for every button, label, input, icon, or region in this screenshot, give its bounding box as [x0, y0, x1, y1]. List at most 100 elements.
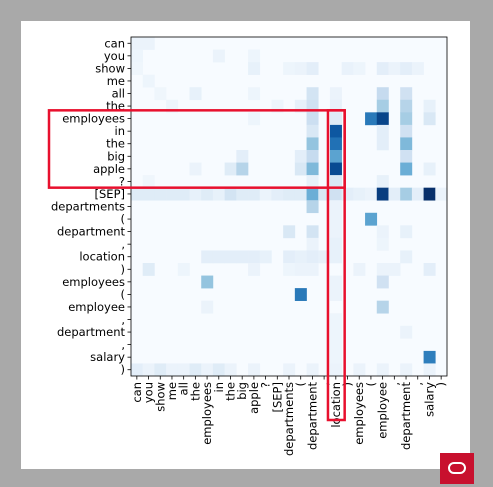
heatmap-cell: [376, 124, 389, 138]
heatmap-cell: [376, 275, 389, 289]
heatmap-cell: [365, 187, 378, 201]
heatmap-cell: [329, 363, 342, 377]
heatmap-cell: [329, 325, 342, 339]
heatmap-cell: [329, 237, 342, 251]
heatmap-cell: [154, 363, 167, 377]
heatmap-cell: [423, 187, 436, 201]
heatmap-cell: [131, 37, 143, 50]
heatmap-cell: [376, 62, 389, 75]
heatmap-cell: [423, 112, 436, 126]
heatmap-cell: [294, 187, 307, 201]
heatmap-cell: [329, 175, 342, 188]
y-tick-label: employee: [68, 300, 125, 314]
x-tick-label: you: [142, 382, 156, 403]
heatmap-cell: [283, 187, 296, 201]
heatmap-cell: [306, 175, 319, 188]
x-tick-label: big: [235, 382, 249, 400]
heatmap-cell: [376, 263, 389, 276]
heatmap-cell: [306, 124, 319, 138]
y-tick-label: ,: [121, 338, 125, 352]
heatmap-cell: [376, 99, 389, 113]
x-tick-label: location: [329, 382, 343, 428]
heatmap-cell: [283, 263, 296, 276]
y-tick-label: show: [95, 61, 125, 75]
heatmap-cell: [329, 112, 342, 126]
x-tick-label: employees: [352, 382, 366, 445]
heatmap-cell: [259, 187, 272, 201]
heatmap-cell: [142, 74, 155, 88]
heatmap-cell: [306, 263, 319, 276]
y-tick-label: department: [57, 225, 126, 239]
heatmap-cell: [189, 87, 202, 101]
heatmap-cell: [365, 112, 378, 126]
heatmap-cell: [400, 363, 413, 377]
heatmap-cell: [283, 62, 296, 75]
heatmap-cell: [329, 162, 342, 176]
heatmap-cell: [365, 212, 378, 226]
heatmap-cell: [142, 363, 155, 377]
heatmap-cell: [400, 124, 413, 138]
heatmap-cell: [283, 225, 296, 239]
heatmap-cell: [306, 162, 319, 176]
heatmap-cell: [329, 150, 342, 163]
x-tick-label: apple: [247, 382, 261, 414]
heatmap-cell: [201, 275, 214, 289]
y-tick-label: ): [121, 363, 126, 377]
x-tick-label: ?: [259, 382, 273, 388]
heatmap-background: [131, 37, 447, 376]
y-tick-label: apple: [93, 162, 125, 176]
x-tick-label: departments: [282, 382, 296, 456]
heatmap-cell: [329, 200, 342, 214]
x-tick-label: in: [212, 382, 226, 392]
y-tick-label: departments: [51, 200, 125, 214]
y-tick-label: all: [112, 87, 125, 101]
heatmap-cell: [248, 62, 261, 75]
heatmap-cell: [259, 250, 272, 264]
y-tick-label: ,: [121, 313, 125, 327]
heatmap-cell: [294, 250, 307, 264]
heatmap-cell: [294, 150, 307, 163]
oracle-logo-badge: [440, 453, 474, 484]
oracle-logo-icon: [448, 462, 466, 474]
heatmap-cell: [294, 288, 307, 301]
heatmap-cell: [400, 62, 413, 75]
y-tick-label: me: [107, 74, 125, 88]
y-tick-label: department: [57, 325, 126, 339]
heatmap-cell: [376, 112, 389, 126]
heatmap-cell: [166, 363, 179, 377]
heatmap-cell: [423, 162, 436, 176]
heatmap-cell: [294, 263, 307, 276]
x-tick-label: [SEP]: [270, 382, 284, 412]
heatmap-cell: [423, 350, 436, 364]
heatmap-cell: [212, 49, 225, 63]
heatmap-cell: [236, 162, 249, 176]
heatmap-cell: [212, 187, 225, 201]
heatmap-cell: [201, 300, 214, 314]
heatmap-cell: [329, 212, 342, 226]
heatmap-cell: [400, 225, 413, 239]
heatmap-cell: [131, 62, 143, 75]
heatmap-cell: [224, 363, 237, 377]
heatmap-cell: [329, 313, 342, 327]
y-tick-label: the: [106, 137, 125, 151]
y-tick-label: salary: [90, 350, 125, 364]
heatmap-cell: [329, 187, 342, 201]
y-tick-label: location: [79, 250, 125, 264]
x-tick-label: ,: [411, 382, 425, 386]
heatmap-cell: [400, 87, 413, 101]
heatmap-cell: [236, 187, 249, 201]
heatmap-cell: [131, 363, 143, 377]
heatmap-cell: [248, 49, 261, 63]
heatmap-cell: [306, 225, 319, 239]
heatmap-cell: [329, 338, 342, 352]
y-tick-label: in: [115, 124, 125, 138]
x-tick-label: ,: [317, 382, 331, 386]
heatmap-cell: [329, 288, 342, 301]
heatmap-cell: [400, 150, 413, 163]
heatmap-cell: [294, 162, 307, 176]
heatmap-cell: [329, 275, 342, 289]
y-tick-label: you: [104, 49, 125, 63]
heatmap-cell: [329, 250, 342, 264]
x-tick-label: ): [341, 382, 355, 387]
heatmap-cell: [306, 187, 319, 201]
